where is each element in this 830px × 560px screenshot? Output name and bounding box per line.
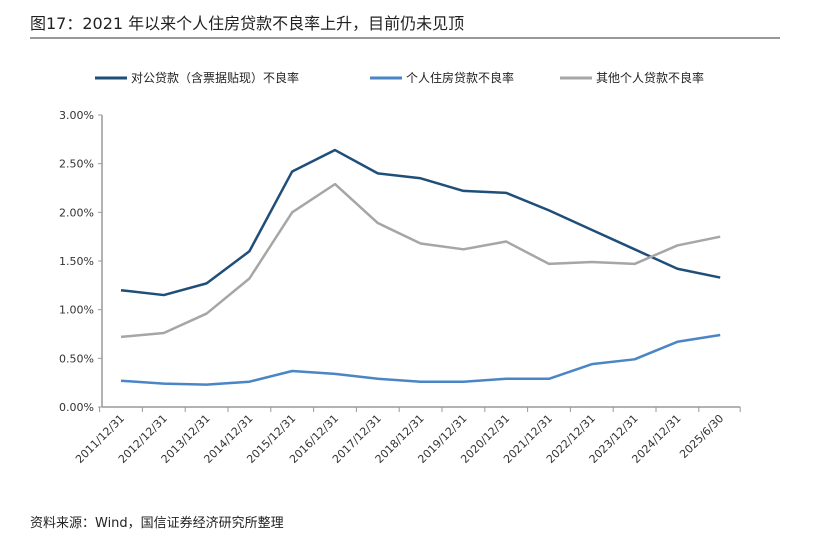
legend-label: 其他个人贷款不良率: [596, 70, 704, 85]
y-tick-label: 0.50%: [59, 352, 94, 365]
figure-title: 图17：2021 年以来个人住房贷款不良率上升，目前仍未见顶: [30, 14, 465, 33]
legend-label: 个人住房贷款不良率: [406, 70, 514, 85]
x-tick-label: 2025/6/30: [677, 412, 726, 461]
y-tick-label: 0.00%: [59, 401, 94, 414]
legend-label: 对公贷款（含票据贴现）不良率: [131, 70, 299, 85]
series-line-1: [120, 148, 721, 297]
source-note: 资料来源：Wind，国信证券经济研究所整理: [30, 516, 284, 531]
y-tick-label: 2.50%: [59, 158, 94, 171]
y-tick-label: 2.00%: [59, 206, 94, 219]
title-divider: [30, 37, 780, 39]
y-tick-label: 1.50%: [59, 255, 94, 268]
series-line-3: [120, 182, 721, 339]
y-tick-label: 1.00%: [59, 304, 94, 317]
series-line-2: [120, 333, 721, 386]
y-tick-label: 3.00%: [59, 109, 94, 122]
